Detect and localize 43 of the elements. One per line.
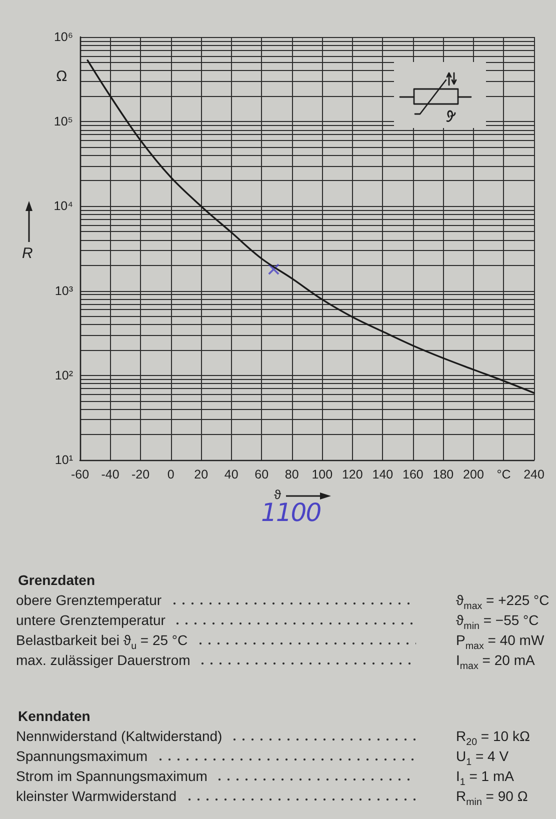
x-tick-label: 100 xyxy=(312,468,333,482)
y-tick-label: 10⁴ xyxy=(54,199,73,214)
text: untere Grenztemperatur xyxy=(16,612,166,628)
x-tick-label: 240 xyxy=(524,468,544,482)
x-tick-label: 120 xyxy=(342,468,363,482)
text: P$_{max}$ = 40 mW xyxy=(456,631,544,652)
text: I$_{max}$ = 20 mA xyxy=(456,651,535,672)
text: ϑ$_{max}$ = +225 °C xyxy=(456,591,550,612)
y-tick-label: 10¹ xyxy=(54,453,73,467)
line-series xyxy=(86,59,535,394)
text: max. zulässiger Dauerstrom xyxy=(16,652,190,668)
x-tick-label: 20 xyxy=(194,468,208,482)
x-tick-label: °C xyxy=(496,468,511,482)
x-tick-label: 200 xyxy=(463,468,484,482)
text: I$_{1}$ = 1 mA xyxy=(456,767,514,788)
y-tick-label: 10² xyxy=(54,368,73,382)
text: Belastbarkeit bei ϑ$_{u}$ = 25 °C xyxy=(16,632,188,652)
text: R$_{min}$ = 90 Ω xyxy=(456,787,528,808)
text: Ω xyxy=(56,68,68,85)
x-tick-label: 140 xyxy=(372,468,394,482)
text: Strom im Spannungsmaximum xyxy=(16,768,208,784)
x-tick-label: 180 xyxy=(432,468,454,482)
x-tick-label: 160 xyxy=(402,468,424,482)
text: Grenzdaten xyxy=(18,571,96,590)
x-tick-label: 80 xyxy=(284,468,299,482)
text: kleinster Warmwiderstand xyxy=(16,788,177,804)
x-tick-label: -60 xyxy=(70,468,90,482)
y-axis-title: R xyxy=(22,245,33,262)
y-tick-label: 10³ xyxy=(54,284,73,298)
text: obere Grenztemperatur xyxy=(16,592,162,608)
text: Spannungsmaximum xyxy=(16,748,148,764)
x-tick-label: 60 xyxy=(254,468,269,482)
x-tick-label: -20 xyxy=(131,468,150,482)
text: Kenndaten xyxy=(18,707,90,726)
text: U$_{1}$ = 4 V xyxy=(456,747,509,768)
text: R$_{20}$ = 10 kΩ xyxy=(456,727,530,748)
x-tick-label: 0 xyxy=(167,468,174,482)
x-tick-label: 40 xyxy=(224,468,238,482)
x-tick-label: -40 xyxy=(101,468,120,482)
y-tick-label: 10⁶ xyxy=(54,30,73,44)
text: ϑ$_{min}$ = −55 °C xyxy=(456,611,539,632)
y-tick-label: 10⁵ xyxy=(54,114,73,129)
text: Nennwiderstand (Kaltwiderstand) xyxy=(16,728,222,744)
